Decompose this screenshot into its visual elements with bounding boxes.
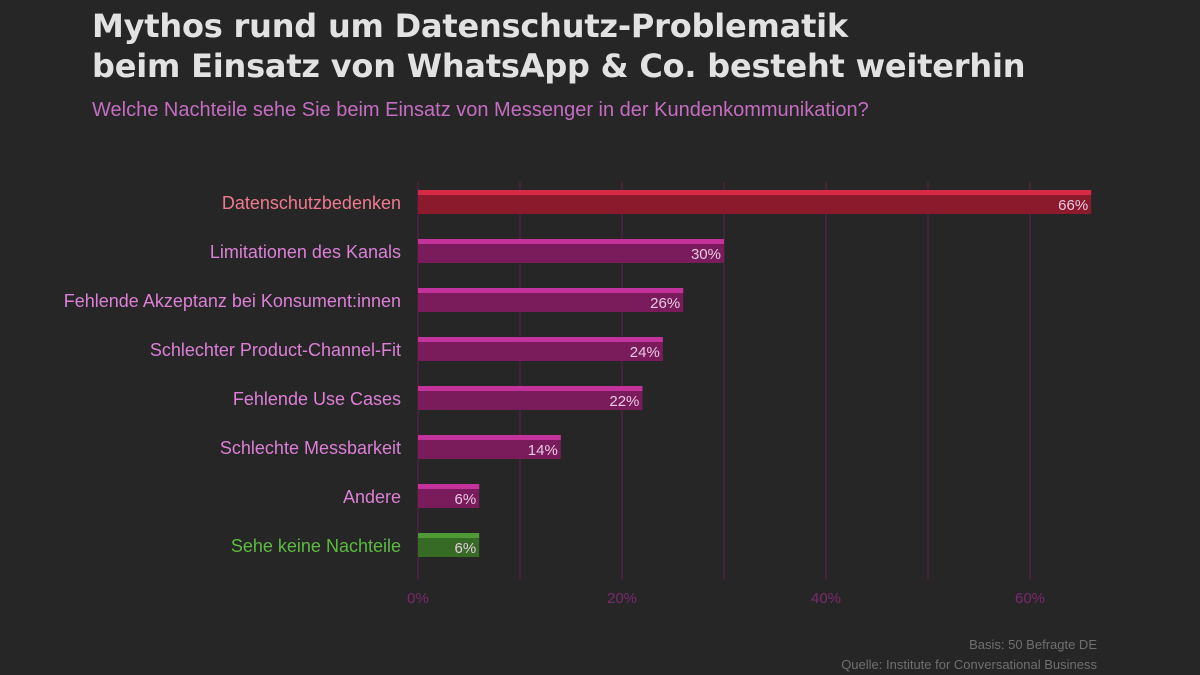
value-label: 30% (691, 246, 721, 263)
bar-highlight-edge (418, 484, 480, 489)
category-label: Andere (343, 487, 401, 507)
bar-highlight-edge (418, 190, 1092, 195)
bar-highlight-edge (418, 533, 480, 538)
category-label: Datenschutzbedenken (222, 193, 401, 213)
value-label: 24% (630, 344, 660, 361)
x-tick-label: 0% (407, 590, 429, 607)
bar-highlight-edge (418, 386, 643, 391)
chart-title: Mythos rund um Datenschutz-Problematik b… (92, 6, 1026, 86)
value-label: 6% (455, 540, 477, 557)
bar-highlight-edge (418, 337, 663, 342)
category-label: Schlechte Messbarkeit (220, 438, 401, 458)
source-note: Quelle: Institute for Conversational Bus… (841, 657, 1097, 672)
value-label: 14% (528, 442, 558, 459)
category-label: Fehlende Akzeptanz bei Konsument:innen (64, 291, 401, 311)
category-label: Sehe keine Nachteile (231, 536, 401, 556)
category-label: Fehlende Use Cases (233, 389, 401, 409)
bar-highlight-edge (418, 239, 724, 244)
bar-highlight-edge (418, 435, 561, 440)
bar-highlight-edge (418, 288, 684, 293)
value-label: 6% (455, 491, 477, 508)
value-label: 26% (650, 295, 680, 312)
value-label: 66% (1058, 197, 1088, 214)
chart-title-line-1: Mythos rund um Datenschutz-Problematik (92, 7, 849, 45)
chart-title-line-2: beim Einsatz von WhatsApp & Co. besteht … (92, 47, 1026, 85)
chart-footer: Basis: 50 Befragte DE Quelle: Institute … (841, 635, 1097, 675)
basis-note: Basis: 50 Befragte DE (969, 637, 1097, 652)
category-label: Schlechter Product-Channel-Fit (150, 340, 401, 360)
x-tick-label: 40% (811, 590, 841, 607)
category-label: Limitationen des Kanals (210, 242, 401, 262)
value-label: 22% (609, 393, 639, 410)
x-tick-label: 20% (607, 590, 637, 607)
chart-subtitle: Welche Nachteile sehe Sie beim Einsatz v… (92, 99, 869, 121)
x-tick-label: 60% (1015, 590, 1045, 607)
